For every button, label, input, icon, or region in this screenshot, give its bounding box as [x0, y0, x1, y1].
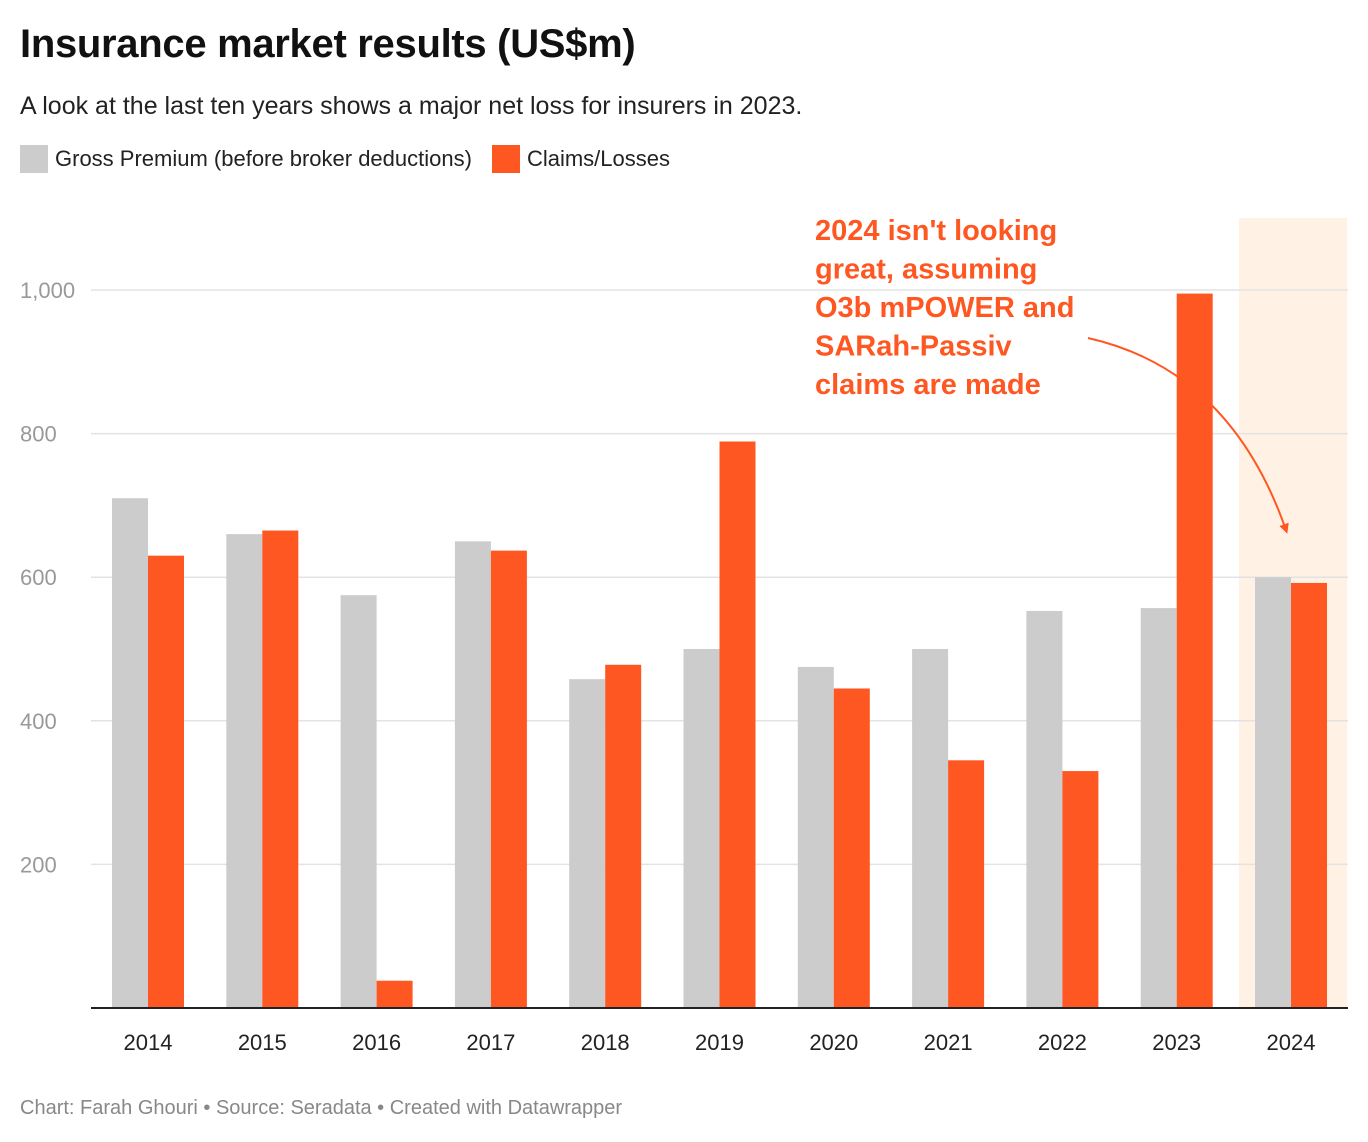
y-tick-label-400: 400 [20, 709, 57, 734]
bar-gross-premium-2019 [683, 649, 720, 1008]
bar-claims-losses-2019 [719, 441, 756, 1008]
legend: Gross Premium (before broker deductions)… [20, 145, 690, 173]
legend-swatch-gross-premium [20, 145, 48, 173]
annotation-line: O3b mPOWER and [815, 292, 1074, 324]
bar-gross-premium-2017 [454, 541, 491, 1008]
x-tick-label-2014: 2014 [124, 1030, 173, 1055]
y-tick-label-800: 800 [20, 422, 57, 447]
annotation-text: 2024 isn't looking great, assuming O3b mPO… [815, 215, 1074, 401]
legend-label-gross-premium: Gross Premium (before broker deductions) [55, 146, 472, 171]
bar-gross-premium-2021 [912, 649, 949, 1008]
bar-gross-premium-2014 [112, 498, 148, 1008]
x-tick-label-2023: 2023 [1152, 1030, 1201, 1055]
legend-label-claims-losses: Claims/Losses [526, 146, 670, 171]
bar-claims-losses-2023 [1176, 293, 1213, 1009]
y-tick-label-1000: 1,000 [20, 278, 75, 303]
y-tick-label-200: 200 [20, 852, 57, 877]
legend-item-gross-premium: Gross Premium (before broker deductions) [20, 145, 472, 173]
bar-claims-losses-2022 [1062, 771, 1099, 1008]
bar-claims-losses-2017 [490, 550, 527, 1008]
legend-swatch-claims-losses [491, 145, 520, 173]
bar-gross-premium-2022 [1026, 610, 1063, 1008]
annotation-line: claims are made [815, 369, 1041, 401]
chart-title: Insurance market results (US$m) [20, 22, 636, 66]
x-tick-label-2019: 2019 [695, 1030, 744, 1055]
legend-item-claims-losses: Claims/Losses [491, 145, 670, 173]
chart-footer: Chart: Farah Ghouri • Source: Seradata •… [20, 1097, 623, 1119]
annotation-line: SARah-Passiv [815, 331, 1012, 363]
y-tick-label-600: 600 [20, 565, 57, 590]
bar-claims-losses-2018 [605, 664, 642, 1008]
bar-gross-premium-2016 [340, 595, 377, 1008]
bar-claims-losses-2021 [948, 760, 985, 1008]
bar-gross-premium-2023 [1140, 608, 1177, 1008]
annotation-line: 2024 isn't looking [815, 215, 1057, 247]
x-tick-label-2020: 2020 [809, 1030, 858, 1055]
bar-gross-premium-2024 [1255, 577, 1291, 1008]
x-tick-label-2024: 2024 [1267, 1030, 1316, 1055]
x-tick-label-2015: 2015 [238, 1030, 287, 1055]
chart-subtitle: A look at the last ten years shows a maj… [20, 92, 803, 120]
annotation-arrow [1087, 337, 1289, 534]
x-tick-label-2018: 2018 [581, 1030, 630, 1055]
x-tick-label-2022: 2022 [1038, 1030, 1087, 1055]
x-tick-label-2016: 2016 [352, 1030, 401, 1055]
annotation-line: great, assuming [815, 254, 1037, 286]
bar-claims-losses-2020 [833, 688, 870, 1008]
bar-gross-premium-2015 [226, 534, 263, 1008]
bar-gross-premium-2020 [797, 666, 834, 1008]
bar-claims-losses-2015 [262, 530, 299, 1008]
bar-claims-losses-2014 [148, 555, 184, 1008]
x-tick-label-2021: 2021 [924, 1030, 973, 1055]
x-tick-label-2017: 2017 [466, 1030, 515, 1055]
bar-claims-losses-2016 [376, 980, 413, 1008]
bar-gross-premium-2018 [569, 679, 606, 1008]
bar-claims-losses-2024 [1291, 582, 1327, 1008]
